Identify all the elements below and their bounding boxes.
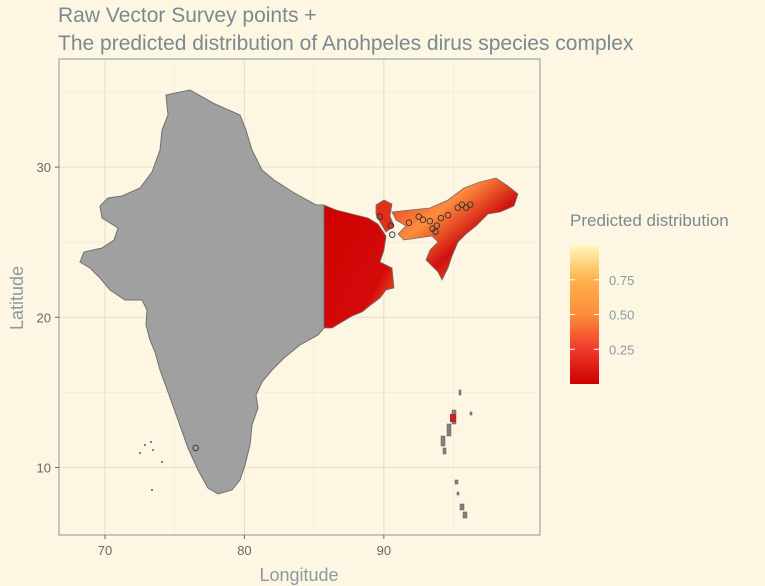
- x-tick-label: 70: [98, 543, 112, 558]
- survey-point: [192, 444, 199, 452]
- x-tick-label: 80: [237, 543, 251, 558]
- survey-point: [388, 231, 396, 238]
- survey-point: [426, 217, 434, 225]
- survey-point: [432, 228, 439, 235]
- title-line-2: The predicted distribution of Anohpeles …: [58, 32, 634, 55]
- survey-point: [467, 201, 474, 208]
- survey-point: [376, 213, 383, 220]
- survey-point: [462, 204, 470, 211]
- lakshadweep-islands: [139, 441, 163, 491]
- legend-break-label: 0.75: [609, 273, 634, 288]
- legend-break-label: 0.25: [609, 342, 634, 357]
- survey-point: [387, 222, 395, 229]
- y-tick-label: 20: [37, 310, 51, 325]
- map-title: Raw Vector Survey points + The predicted…: [58, 2, 634, 58]
- y-tick-label: 30: [37, 160, 51, 175]
- andaman-nicobar-islands: [440, 389, 473, 519]
- panel-border: [58, 58, 541, 536]
- survey-point: [437, 214, 445, 222]
- survey-point: [415, 213, 422, 220]
- survey-point: [433, 222, 441, 229]
- survey-point: [405, 219, 413, 226]
- legend-break-label: 0.50: [609, 308, 634, 323]
- survey-point: [444, 211, 452, 219]
- y-axis-title: Latitude: [7, 266, 27, 330]
- andaman-prediction-spot: [450, 414, 456, 422]
- legend-title: Predicted distribution: [570, 211, 729, 230]
- india-mainland: [79, 89, 325, 495]
- y-tick-label: 10: [37, 460, 51, 475]
- axes: 70 80 90 10 20 30: [37, 160, 392, 558]
- legend-ticks: 0.25 0.50 0.75: [570, 273, 634, 357]
- northeast-prediction-region: [391, 177, 519, 281]
- east-prediction-region: [323, 204, 395, 329]
- survey-point: [454, 204, 461, 211]
- x-tick-label: 90: [377, 543, 391, 558]
- x-axis-title: Longitude: [259, 565, 338, 585]
- survey-points: [192, 201, 474, 452]
- title-line-1: Raw Vector Survey points +: [58, 4, 317, 27]
- survey-point: [458, 201, 466, 208]
- survey-point: [419, 216, 427, 223]
